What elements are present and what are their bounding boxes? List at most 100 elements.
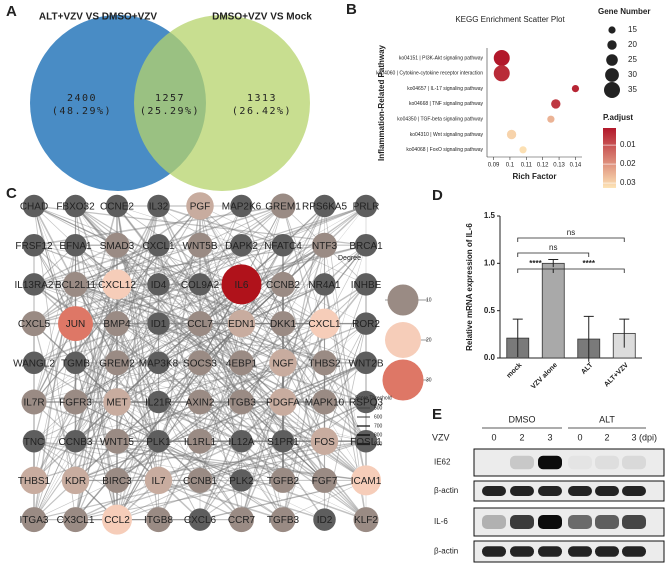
network-edge xyxy=(116,362,201,481)
network-edge xyxy=(241,480,325,520)
network-node-label: ITGB3 xyxy=(227,398,256,409)
network-node-label: ICAM1 xyxy=(351,476,382,487)
network-node-label: RPS6KA5 xyxy=(302,202,347,213)
network-edge xyxy=(116,401,201,442)
network-edge xyxy=(116,205,284,324)
network-node-label: CXCL5 xyxy=(18,319,51,330)
network-node-label: CHAD xyxy=(20,202,48,213)
network-edge xyxy=(158,205,284,246)
network-edge xyxy=(75,205,201,363)
network-node-label: JUN xyxy=(66,319,85,330)
network-node-label: PRLR xyxy=(353,202,380,213)
network-node xyxy=(104,232,130,258)
network-edge xyxy=(199,362,243,520)
network-node-label: WNT2B xyxy=(349,358,384,369)
network-edge xyxy=(199,205,367,325)
network-edge xyxy=(33,244,367,364)
significance-bracket xyxy=(517,252,590,257)
network-edge xyxy=(199,323,284,364)
network-node-label: INHBE xyxy=(351,280,382,291)
network-edge xyxy=(75,401,242,442)
network-edge xyxy=(199,245,284,442)
network-edge xyxy=(75,244,159,286)
venn-set xyxy=(134,15,310,191)
panel-label: E xyxy=(432,406,442,423)
network-edge xyxy=(74,205,243,403)
network-node xyxy=(187,232,213,258)
network-node-label: NFATC4 xyxy=(264,241,302,252)
network-edge xyxy=(116,480,201,520)
network-node-label: MAPK10 xyxy=(305,398,345,409)
network-edge xyxy=(33,283,242,364)
significance-bracket xyxy=(517,237,625,242)
legend-score-label: 500 xyxy=(374,405,383,411)
point xyxy=(506,129,517,140)
network-edge xyxy=(282,245,367,520)
blot-band xyxy=(510,455,534,470)
network-node xyxy=(230,469,253,492)
network-edge xyxy=(158,245,242,442)
network-node-label: CCNB1 xyxy=(183,476,217,487)
blot-strip xyxy=(473,448,665,477)
network-edge xyxy=(74,284,118,442)
network-edge xyxy=(199,323,284,364)
network-edge xyxy=(116,323,160,481)
network-edge xyxy=(199,205,284,246)
significance-bracket xyxy=(552,268,625,273)
network-node-label: TNC xyxy=(24,437,45,448)
network-edge xyxy=(240,323,326,520)
network-node-label: KDR xyxy=(65,476,86,487)
bar xyxy=(541,262,565,359)
significance-label: ns xyxy=(549,243,557,252)
network-node-label: CX3CL1 xyxy=(57,515,95,526)
blot-band xyxy=(482,486,506,496)
network-node-label: CCNB3 xyxy=(59,437,93,448)
network-node xyxy=(146,507,171,533)
network-edge xyxy=(158,401,284,482)
network-node xyxy=(64,351,87,375)
network-edge xyxy=(33,401,367,521)
network-edge xyxy=(75,244,201,285)
network-edge xyxy=(116,244,325,364)
network-edge xyxy=(116,284,242,520)
network-edge xyxy=(199,244,243,364)
network-node-label: GREM1 xyxy=(265,202,301,213)
panel-label: D xyxy=(432,187,443,204)
network-edge xyxy=(33,205,118,481)
network-node-label: COL9A2 xyxy=(181,280,220,291)
legend-degree-label: 10 xyxy=(426,297,432,303)
network-edge xyxy=(33,205,201,481)
legend-degree xyxy=(385,322,421,358)
network-edge xyxy=(199,205,367,481)
y-tick-label: 0.0 xyxy=(484,353,496,362)
blot-band xyxy=(538,486,562,496)
network-edge xyxy=(116,362,159,520)
network-edge xyxy=(199,401,284,442)
x-tick-label: 0.14 xyxy=(570,163,582,169)
point xyxy=(547,115,555,123)
network-edge xyxy=(33,284,77,403)
network-node xyxy=(312,467,337,493)
network-node xyxy=(230,194,253,218)
network-node xyxy=(354,273,378,296)
venn-set-label: DMSO+VZV VS Mock xyxy=(212,12,312,23)
venn-count: 1313 xyxy=(247,93,277,104)
network-node xyxy=(63,271,88,297)
significance-label: **** xyxy=(529,259,542,268)
y-tick-label: 1.5 xyxy=(484,211,496,220)
blot-row-label: β-actin xyxy=(434,547,458,556)
colorbar xyxy=(603,128,616,188)
network-edge xyxy=(240,205,326,324)
error-bar xyxy=(619,318,630,348)
network-edge xyxy=(116,440,284,481)
network-edge xyxy=(158,401,242,520)
blot-band xyxy=(622,515,646,529)
network-node-label: EFNA1 xyxy=(59,241,92,252)
network-edge xyxy=(116,323,325,403)
network-node-label: IL13RA2 xyxy=(15,280,54,291)
network-node xyxy=(104,350,130,376)
network-edge xyxy=(158,205,367,324)
colorbar-tick-label: 0.01 xyxy=(620,140,636,149)
y-tick-label: ko04310 | Wnt signaling pathway xyxy=(410,132,484,138)
